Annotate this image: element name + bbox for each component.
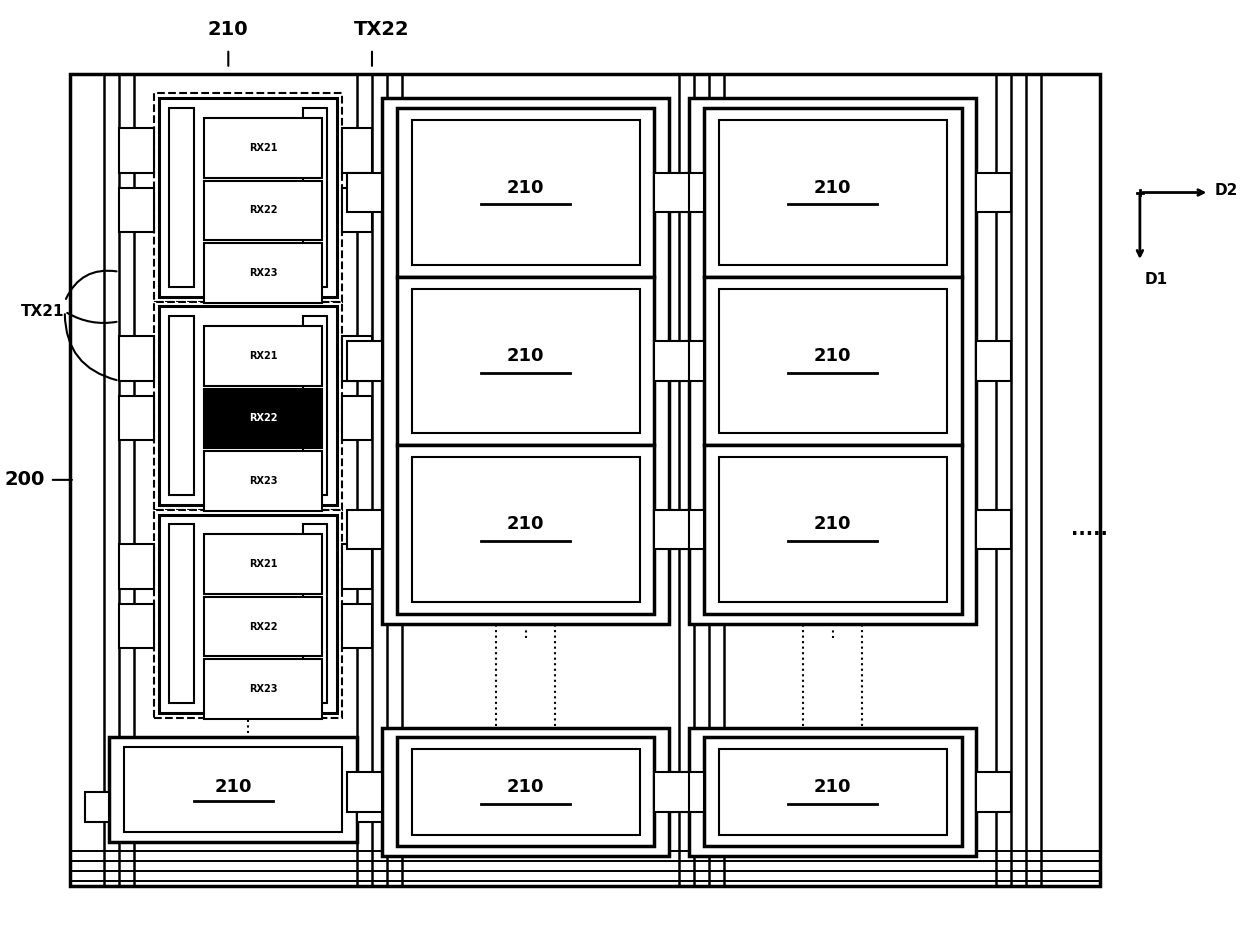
Bar	[704, 737, 961, 846]
Bar	[976, 173, 1011, 212]
Text: 210: 210	[507, 778, 544, 796]
Bar	[119, 544, 154, 589]
Text: 210: 210	[507, 515, 544, 534]
Bar	[412, 750, 640, 834]
Bar	[119, 604, 154, 648]
Bar	[203, 597, 322, 657]
Bar	[203, 659, 322, 719]
Text: TX21: TX21	[21, 304, 64, 319]
Bar	[203, 535, 322, 594]
Bar	[109, 737, 357, 842]
Bar	[689, 727, 976, 857]
Bar	[119, 188, 154, 232]
Bar	[382, 99, 670, 623]
Text: RX21: RX21	[249, 143, 278, 153]
Bar	[342, 128, 372, 173]
Bar	[203, 118, 322, 178]
Text: 210: 210	[813, 347, 852, 365]
Bar	[719, 750, 946, 834]
Text: RX23: RX23	[249, 476, 278, 485]
Bar	[704, 108, 961, 277]
Text: RX21: RX21	[249, 559, 278, 569]
Bar	[655, 510, 689, 550]
Bar	[670, 173, 704, 212]
Text: 210: 210	[507, 179, 544, 196]
Bar	[976, 510, 1011, 550]
Bar	[347, 341, 382, 380]
Bar	[342, 336, 372, 380]
Bar	[655, 341, 689, 380]
Bar	[719, 288, 946, 433]
Bar	[412, 288, 640, 433]
Bar	[203, 243, 322, 302]
Bar	[719, 457, 946, 602]
Bar	[347, 510, 382, 550]
Bar	[119, 395, 154, 440]
Bar	[670, 341, 704, 380]
Bar	[342, 395, 372, 440]
Text: TX22: TX22	[355, 20, 409, 39]
Bar	[342, 604, 372, 648]
Bar	[69, 73, 1100, 886]
Bar	[169, 108, 193, 286]
Bar	[203, 180, 322, 240]
Bar	[169, 316, 193, 495]
Bar	[169, 525, 193, 703]
Bar	[303, 108, 327, 286]
Text: D1: D1	[1145, 272, 1168, 286]
Text: D2: D2	[1214, 183, 1238, 198]
Bar	[159, 307, 337, 505]
Bar	[397, 737, 655, 846]
Text: RX23: RX23	[249, 684, 278, 694]
Bar	[124, 748, 342, 831]
Bar	[655, 173, 689, 212]
Bar	[976, 772, 1011, 812]
Bar	[303, 525, 327, 703]
Bar	[303, 316, 327, 495]
Bar	[347, 173, 382, 212]
Bar	[159, 514, 337, 712]
Bar	[154, 301, 342, 510]
Bar	[203, 326, 322, 386]
Bar	[119, 336, 154, 380]
Bar	[397, 108, 655, 277]
Bar	[342, 544, 372, 589]
Bar	[119, 128, 154, 173]
Text: 210: 210	[507, 347, 544, 365]
Text: RX22: RX22	[249, 206, 278, 216]
Text: 200: 200	[5, 471, 45, 489]
Bar	[704, 277, 961, 445]
Text: 210: 210	[215, 777, 252, 795]
Text: .....: .....	[1070, 520, 1107, 538]
Bar	[397, 277, 655, 445]
Bar	[347, 772, 382, 812]
Text: 210: 210	[813, 179, 852, 196]
Bar	[203, 389, 322, 448]
Bar	[704, 445, 961, 614]
Bar	[203, 451, 322, 511]
Text: RX21: RX21	[249, 351, 278, 361]
Bar	[719, 120, 946, 265]
Text: 210: 210	[208, 20, 249, 39]
Bar	[84, 792, 109, 822]
Bar	[689, 99, 976, 623]
Bar	[159, 99, 337, 297]
Bar	[382, 727, 670, 857]
Bar	[154, 510, 342, 718]
Bar	[154, 93, 342, 301]
Text: RX22: RX22	[249, 414, 278, 423]
Bar	[670, 510, 704, 550]
Text: 210: 210	[813, 778, 852, 796]
Bar	[397, 445, 655, 614]
Bar	[342, 188, 372, 232]
Text: 210: 210	[813, 515, 852, 534]
Bar	[670, 772, 704, 812]
Bar	[357, 792, 382, 822]
Bar	[412, 457, 640, 602]
Bar	[655, 772, 689, 812]
Bar	[976, 341, 1011, 380]
Text: RX22: RX22	[249, 621, 278, 631]
Bar	[412, 120, 640, 265]
Text: RX23: RX23	[249, 268, 278, 278]
